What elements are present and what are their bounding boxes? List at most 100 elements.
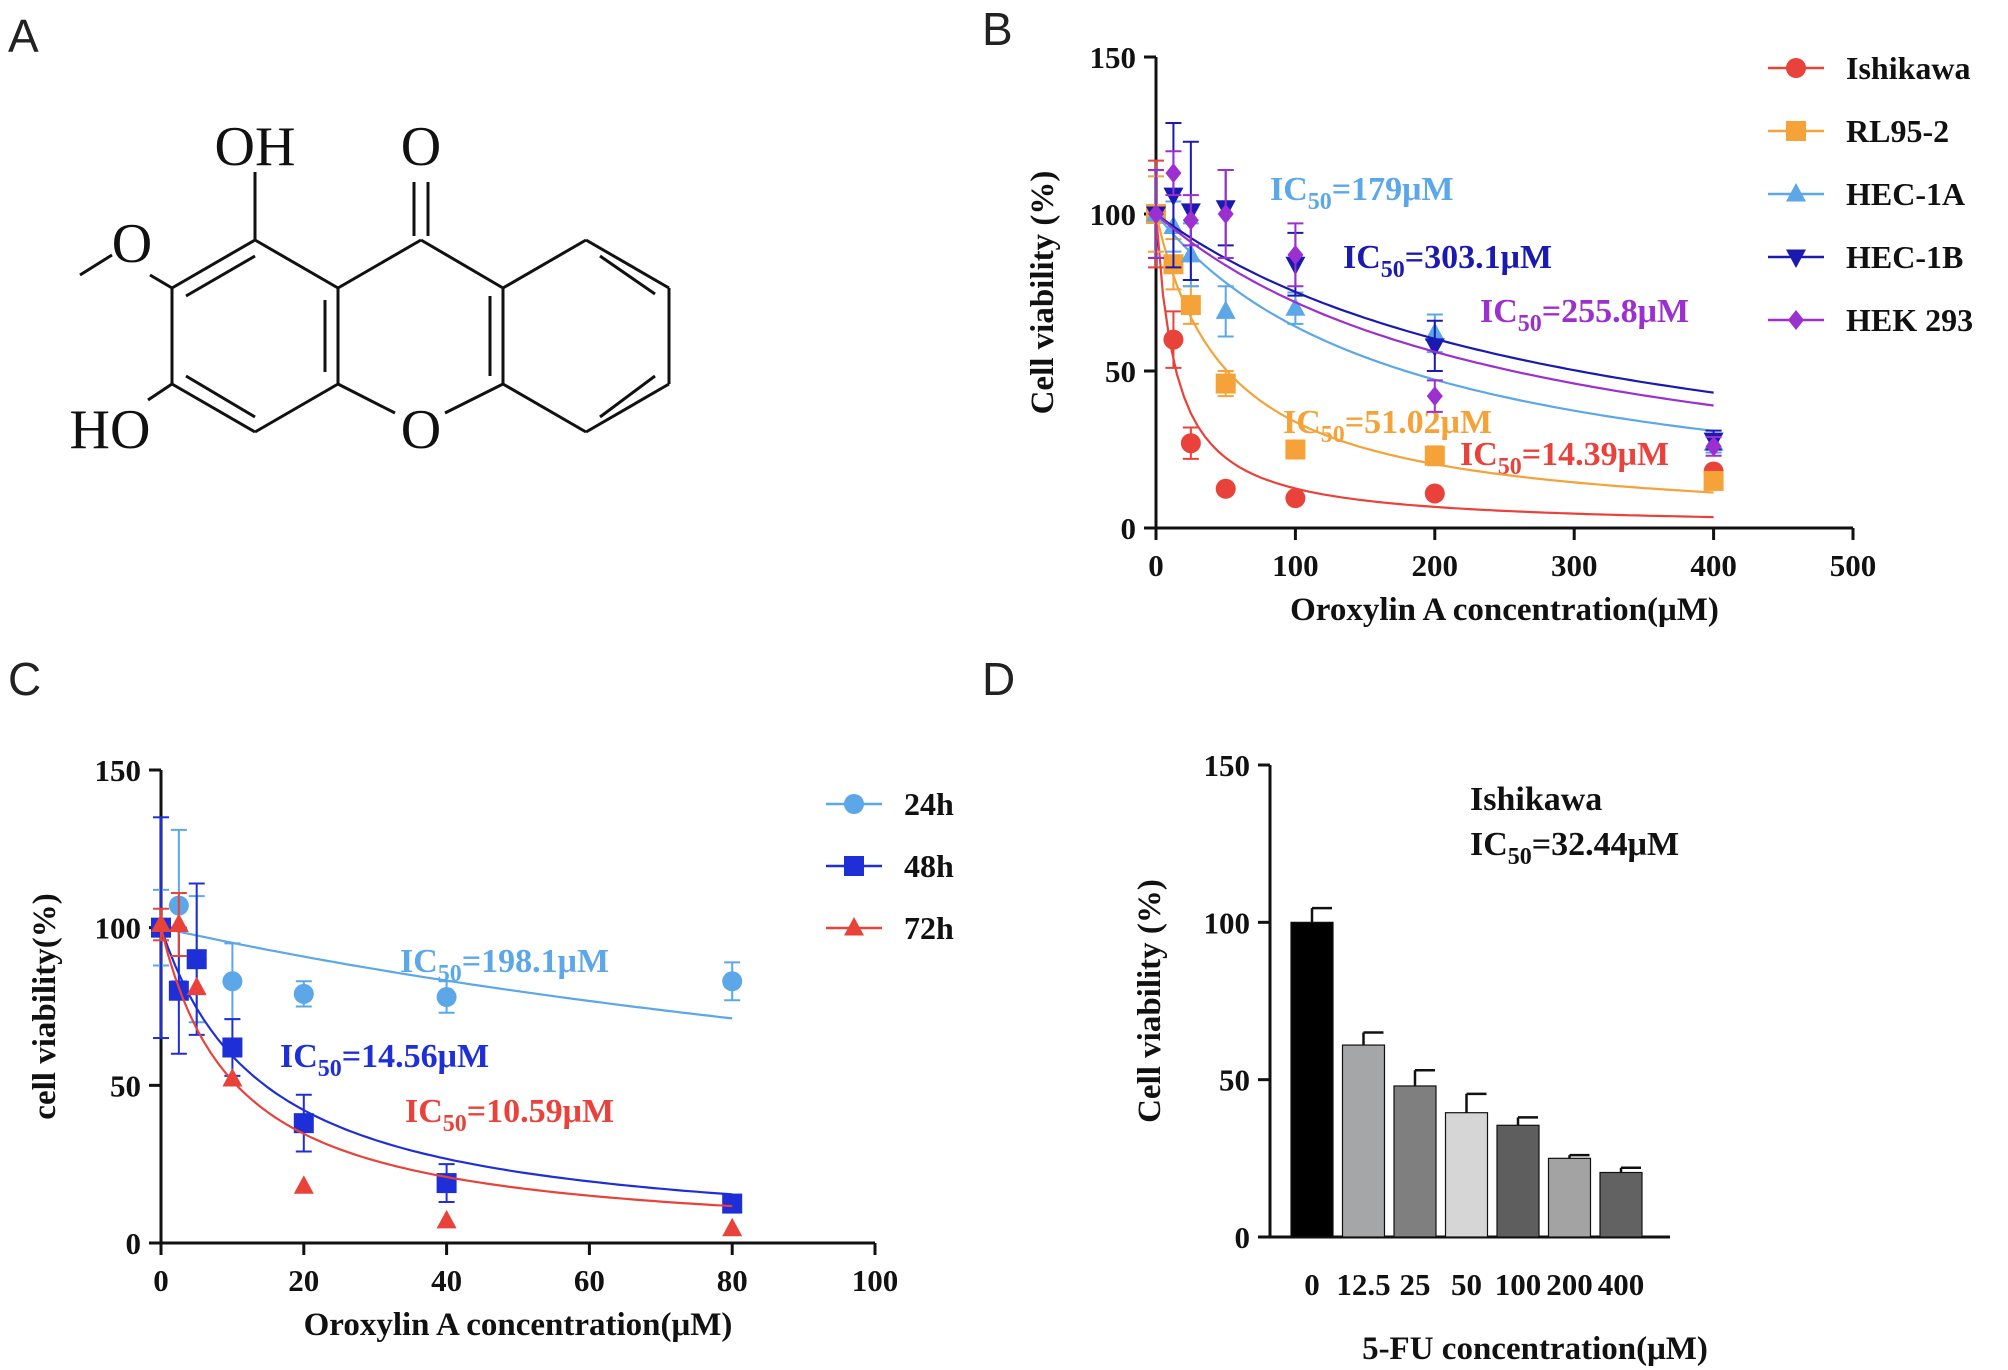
panel-label-c: C <box>8 653 41 705</box>
annotation-ic50-5fu: IC50=32.44μM <box>1470 826 1679 870</box>
chart-b-xtick-label: 400 <box>1690 548 1737 583</box>
chart-b-x-axis-label: Oroxylin A concentration(μM) <box>1290 592 1719 628</box>
chart-b-point <box>1180 295 1201 316</box>
chart-b-fit-curve <box>1155 213 1714 407</box>
chart-b-xtick-label: 0 <box>1148 548 1164 583</box>
chart-c-point <box>168 913 189 933</box>
chart-b-legend-marker <box>1786 183 1806 202</box>
chart-c-series-1 <box>151 816 743 1214</box>
chart-c-ytick-label: 150 <box>95 753 142 788</box>
chart-c-point <box>293 1113 314 1134</box>
chart-b-legend-label: RL95-2 <box>1846 113 1949 149</box>
chart-b-legend-marker <box>1786 58 1806 78</box>
chart-b-legend-label: HEC-1A <box>1846 176 1965 212</box>
chart-b-ytick-label: 0 <box>1121 511 1137 546</box>
chart-b-point <box>1703 470 1724 491</box>
chart-c-series-0 <box>151 828 743 1024</box>
chart-d-ytick-label: 150 <box>1204 748 1251 783</box>
chart-d-ytick-label: 0 <box>1235 1220 1251 1255</box>
chart-b-xtick-label: 200 <box>1412 548 1459 583</box>
chart-b-legend-marker <box>1786 249 1806 268</box>
chart-b-xtick-label: 500 <box>1830 548 1877 583</box>
chart-c-point <box>222 1068 243 1087</box>
chart-c-legend-label: 24h <box>904 786 954 822</box>
chart-c-point <box>722 971 743 992</box>
chart-d-xtick-label: 200 <box>1546 1267 1593 1302</box>
chart-d-y-axis-label: Cell viability (%) <box>1132 879 1168 1123</box>
annotation-ic50-48h: IC50=14.56μM <box>280 1038 489 1082</box>
chart-d-bar <box>1496 1124 1540 1238</box>
chart-b-point <box>1424 483 1445 504</box>
chart-b-fit-curve <box>1154 213 1714 519</box>
chart-c-xtick-label: 0 <box>153 1263 169 1298</box>
annotation-ic50-hec1a: IC50=179μM <box>1270 171 1454 215</box>
chart-d-bar <box>1547 1157 1592 1238</box>
chart-c: 0 50 100 150 0 20 40 60 80 100 Oroxylin A concentr… <box>27 753 954 1343</box>
panel-label-b: B <box>982 3 1013 55</box>
chart-b-point <box>1215 373 1236 394</box>
annotation-ic50-hek293: IC50=255.8μM <box>1480 293 1689 337</box>
chart-c-point <box>151 913 171 933</box>
chart-b-point <box>1285 297 1306 316</box>
chart-b-series-4 <box>1148 150 1722 457</box>
chart-c-point <box>293 983 314 1004</box>
chart-c-legend-label: 48h <box>904 848 954 884</box>
chart-d-ytick-label: 100 <box>1204 905 1251 940</box>
chart-c-point <box>293 1175 314 1194</box>
chart-c-point <box>186 976 207 996</box>
chart-b-xtick-label: 300 <box>1551 548 1598 583</box>
chart-b-point <box>1287 244 1304 265</box>
chart-b-point <box>1182 210 1199 231</box>
chart-c-y-axis-label: cell viability(%) <box>27 893 63 1119</box>
chart-b-y-axis-label: Cell viability (%) <box>1025 171 1061 415</box>
chart-c-xtick-label: 60 <box>574 1263 605 1298</box>
chart-b-point <box>1180 433 1201 454</box>
chart-d-xtick-label: 400 <box>1598 1267 1645 1302</box>
chart-b-point <box>1215 478 1236 499</box>
chart-c-legend-label: 72h <box>904 910 954 946</box>
chart-c-legend-marker <box>844 794 864 814</box>
chart-c-ytick-label: 0 <box>126 1226 142 1261</box>
annotation-ic50-24h: IC50=198.1μM <box>400 943 609 987</box>
chart-d-ytick-label: 50 <box>1219 1063 1250 1098</box>
chart-c-x-axis-label: Oroxylin A concentration(μM) <box>304 1307 733 1343</box>
chart-d-xtick-label: 25 <box>1400 1267 1431 1302</box>
chart-c-legend-marker <box>844 856 864 876</box>
chart-c-point <box>722 1193 743 1214</box>
chart-c-point <box>186 949 207 970</box>
chart-d-bar <box>1290 921 1334 1238</box>
chart-d-bar <box>1599 1171 1643 1238</box>
annotation-ic50-72h: IC50=10.59μM <box>405 1093 614 1137</box>
chart-b-point <box>1148 204 1164 224</box>
chart-c-xtick-label: 40 <box>431 1263 462 1298</box>
chart-b-xtick-label: 100 <box>1272 548 1319 583</box>
chart-b-legend-label: HEK 293 <box>1846 302 1973 338</box>
chart-c-point <box>222 1037 243 1058</box>
chart-b-ytick-label: 50 <box>1105 354 1136 389</box>
chart-b-point <box>1285 488 1306 509</box>
annotation-ic50-hec1b: IC50=303.1μM <box>1343 239 1552 283</box>
chart-d-bar <box>1444 1112 1489 1238</box>
structure-label-ho: HO <box>70 399 151 461</box>
chart-d-xtick-label: 100 <box>1495 1267 1542 1302</box>
chart-c-ytick-label: 100 <box>95 911 142 946</box>
chart-c-xtick-label: 20 <box>288 1263 319 1298</box>
chart-b-point <box>1215 300 1236 319</box>
chart-b: 0 50 100 150 0 100 200 300 400 500 Oroxylin A conc… <box>1025 40 1973 628</box>
chart-b-ytick-label: 100 <box>1090 197 1137 232</box>
annotation-d-title: Ishikawa <box>1470 781 1602 818</box>
chart-d-x-axis-label: 5-FU concentration(μM) <box>1362 1331 1708 1367</box>
chart-c-ytick-label: 50 <box>110 1068 141 1103</box>
chart-d-bar <box>1393 1085 1437 1238</box>
chart-b-point <box>1426 386 1443 407</box>
chart-c-fit-curve <box>159 927 733 1196</box>
chart-b-legend-marker <box>1786 121 1806 141</box>
chart-d-xtick-label: 12.5 <box>1336 1267 1390 1302</box>
chart-b-point <box>1285 439 1306 460</box>
chart-b-point <box>1705 436 1722 457</box>
chart-c-point <box>722 1217 743 1237</box>
chart-c-legend-marker <box>844 917 864 936</box>
chart-d-bar <box>1341 1044 1386 1238</box>
